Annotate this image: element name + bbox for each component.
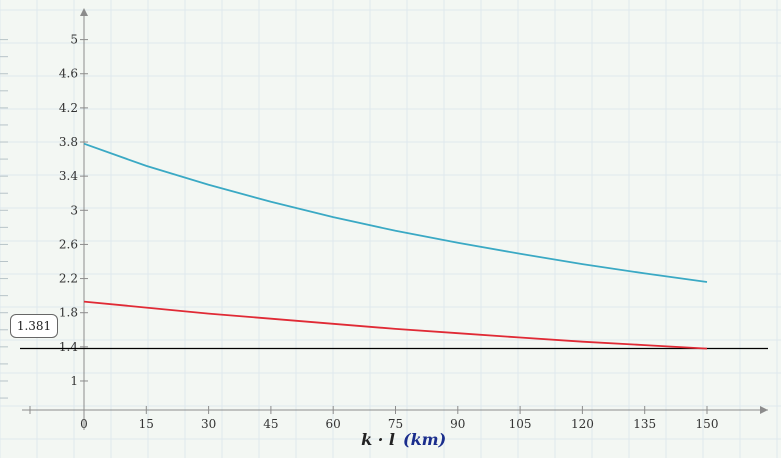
- marker-value-label[interactable]: 1.381: [10, 314, 58, 338]
- series-line-2: [83, 300, 708, 350]
- x-tick-label: 30: [201, 417, 216, 431]
- series-line-1: [83, 142, 708, 283]
- x-tick-label: 90: [450, 417, 465, 431]
- y-tick-label: 3.8: [59, 135, 78, 149]
- x-tick-label: 105: [509, 417, 532, 431]
- x-tick-label: 75: [388, 417, 403, 431]
- y-tick-label: 3.4: [59, 169, 78, 183]
- x-tick-label: 60: [326, 417, 341, 431]
- x-axis-arrow: [760, 406, 768, 414]
- y-tick-label: 3: [70, 203, 78, 217]
- y-tick-label: 1.8: [59, 306, 78, 320]
- x-tick-label: 120: [571, 417, 594, 431]
- y-tick-label: 1.4: [59, 340, 78, 354]
- x-tick-label: 45: [263, 417, 278, 431]
- x-axis-label: k · l: [361, 430, 395, 449]
- y-tick-label: 1: [70, 374, 78, 388]
- y-tick-label: 4.2: [59, 101, 78, 115]
- y-tick-label: 4.6: [59, 67, 78, 81]
- x-tick-label: 0: [80, 417, 88, 431]
- y-tick-label: 5: [70, 33, 78, 47]
- x-tick-label: 15: [139, 417, 154, 431]
- y-axis-arrow: [80, 8, 88, 16]
- x-tick-label: 135: [633, 417, 656, 431]
- x-axis-unit: (km): [403, 430, 446, 449]
- y-tick-label: 2.2: [59, 272, 78, 286]
- x-tick-label: 150: [696, 417, 719, 431]
- y-tick-label: 2.6: [59, 237, 78, 251]
